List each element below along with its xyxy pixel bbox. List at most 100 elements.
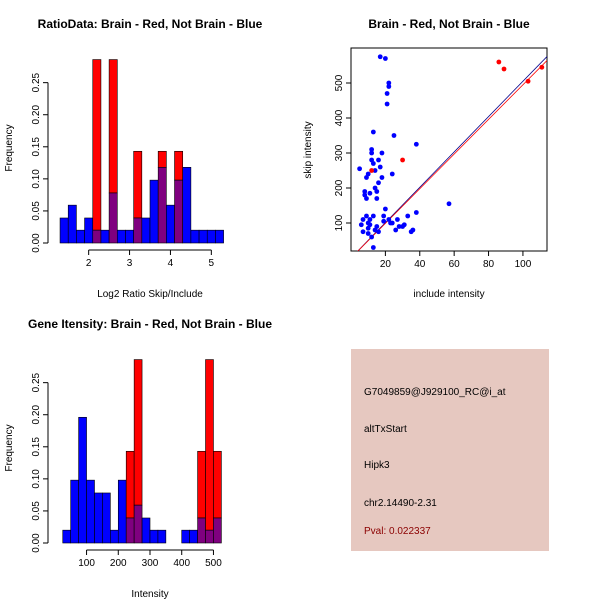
ratio-xtick-label-1: 3 (127, 258, 133, 269)
scatter-xtick-label-0: 20 (380, 259, 392, 270)
ratio-bar-notbrain-7 (116, 229, 126, 244)
scatter-point-notbrain-12 (367, 222, 373, 228)
gene-bar-overlap-18 (205, 529, 214, 544)
gene-bar-notbrain-11 (149, 529, 159, 544)
ratio-ytick-label-4: 0.20 (31, 105, 42, 125)
scatter-point-notbrain-8 (365, 171, 371, 177)
gene-xtick-label-2: 300 (142, 558, 159, 569)
gene-xtick-label-4: 500 (205, 558, 222, 569)
scatter-point-notbrain-60 (370, 213, 376, 219)
ratio-bar-overlap-12 (157, 167, 167, 244)
ratio-title: RatioData: Brain - Red, Not Brain - Blue (38, 17, 263, 31)
ratio-xtick-label-0: 2 (86, 258, 92, 269)
scatter-point-notbrain-26 (379, 150, 385, 156)
scatter-point-notbrain-4 (362, 189, 368, 194)
scatter-xlabel: include intensity (413, 289, 484, 300)
scatter-point-notbrain-13 (369, 150, 375, 156)
scatter-point-notbrain-56 (367, 190, 373, 196)
gene-bar-notbrain-1 (70, 479, 79, 544)
gene-xtick-label-1: 200 (110, 558, 127, 569)
ratio-bar-overlap-14 (174, 179, 184, 244)
gene-bar-brain-8 (125, 450, 135, 519)
scatter-xtick-label-2: 60 (449, 259, 461, 270)
scatter-point-notbrain-25 (377, 54, 383, 60)
scatter-point-notbrain-6 (364, 196, 369, 201)
probe-id: G7049859@J929100_RC@i_at (364, 387, 506, 398)
gene-bar-notbrain-12 (157, 529, 167, 544)
scatter-ytick-label-3: 400 (334, 109, 345, 126)
gene-bar-brain-9 (133, 359, 143, 506)
ratio-bar-notbrain-5 (100, 229, 110, 244)
genomic-location: chr2.14490-2.31 (364, 498, 437, 509)
scatter-point-notbrain-3 (360, 229, 366, 235)
gene-ytick-label-0: 0.00 (31, 533, 42, 553)
gene-name: Hipk3 (364, 460, 390, 471)
scatter-point-notbrain-54 (374, 196, 380, 201)
ratio-ytick-label-1: 0.05 (31, 201, 42, 221)
scatter-point-notbrain-1 (358, 222, 364, 228)
scatter-point-notbrain-44 (401, 222, 407, 228)
scatter-point-brain-3 (525, 78, 531, 84)
gene-bar-notbrain-7 (117, 479, 127, 544)
scatter-point-notbrain-17 (370, 161, 376, 166)
gene-ytick-label-3: 0.15 (31, 437, 42, 457)
scatter-point-notbrain-49 (413, 141, 419, 147)
ratio-bar-brain-4 (92, 59, 102, 231)
ratio-bar-notbrain-10 (141, 217, 151, 244)
scatter-ytick-label-2: 300 (334, 144, 345, 161)
gene-xlabel: Intensity (131, 589, 168, 600)
scatter-point-notbrain-41 (395, 217, 400, 222)
ratio-bar-notbrain-8 (125, 229, 134, 244)
gene-ylabel: Frequency (4, 424, 15, 471)
ratio-bar-notbrain-3 (84, 217, 94, 244)
gene-bar-notbrain-2 (78, 416, 87, 544)
ratio-ytick-label-0: 0.00 (31, 233, 42, 253)
scatter-xtick-label-1: 40 (414, 259, 426, 270)
scatter-point-notbrain-55 (381, 218, 387, 224)
gene-ytick-label-2: 0.10 (31, 469, 42, 489)
gene-bar-notbrain-10 (141, 517, 151, 544)
scatter-point-notbrain-23 (376, 157, 381, 163)
ratio-bar-notbrain-0 (59, 217, 69, 244)
ratio-bar-notbrain-15 (182, 167, 192, 244)
scatter-xtick-label-3: 80 (483, 259, 495, 270)
scatter-point-brain-1 (496, 59, 502, 65)
scatter-line-fit (357, 60, 547, 251)
ratio-bar-brain-9 (133, 150, 143, 219)
scatter-line-diagonal (357, 56, 547, 251)
p-value: Pval: 0.022337 (364, 526, 431, 537)
gene-bar-brain-18 (205, 359, 214, 531)
ratio-bar-notbrain-17 (198, 229, 208, 244)
scatter-point-notbrain-27 (379, 175, 385, 180)
scatter-point-notbrain-38 (389, 171, 395, 177)
ratio-xtick-label-2: 4 (168, 258, 174, 269)
ratio-bar-overlap-9 (133, 217, 143, 244)
scatter-point-notbrain-14 (369, 147, 375, 152)
gene-ytick-label-4: 0.20 (31, 405, 42, 425)
gene-bar-overlap-8 (125, 517, 135, 544)
scatter-point-notbrain-16 (370, 129, 376, 135)
gene-bar-brain-17 (197, 450, 206, 519)
gene-bar-notbrain-4 (94, 492, 103, 544)
scatter-point-notbrain-0 (357, 166, 362, 172)
gene-ytick-label-1: 0.05 (31, 501, 42, 521)
gene-bar-brain-19 (213, 450, 222, 519)
ratio-ytick-label-3: 0.15 (31, 137, 42, 157)
scatter-title: Brain - Red, Not Brain - Blue (368, 17, 530, 31)
scatter-point-notbrain-11 (367, 217, 373, 222)
gene-ytick-label-5: 0.25 (31, 372, 42, 392)
ratio-bar-overlap-4 (92, 229, 102, 244)
ratio-bar-brain-14 (174, 150, 184, 181)
scatter-ytick-label-4: 500 (334, 74, 345, 91)
gene-bar-overlap-17 (197, 517, 206, 544)
probe-info-box: G7049859@J929100_RC@i_at altTxStart Hipk… (351, 349, 549, 551)
gene-title: Gene Itensity: Brain - Red, Not Brain - … (28, 317, 272, 331)
scatter-ylabel: skip intensity (303, 121, 314, 178)
ratio-ytick-label-5: 0.25 (31, 72, 42, 92)
scatter-point-notbrain-33 (386, 80, 392, 86)
scatter-point-brain-5 (369, 168, 375, 173)
scatter-ytick-label-1: 200 (334, 179, 345, 196)
gene-bar-overlap-9 (133, 504, 143, 544)
scatter-point-notbrain-51 (365, 231, 371, 236)
scatter-point-notbrain-30 (382, 206, 388, 212)
